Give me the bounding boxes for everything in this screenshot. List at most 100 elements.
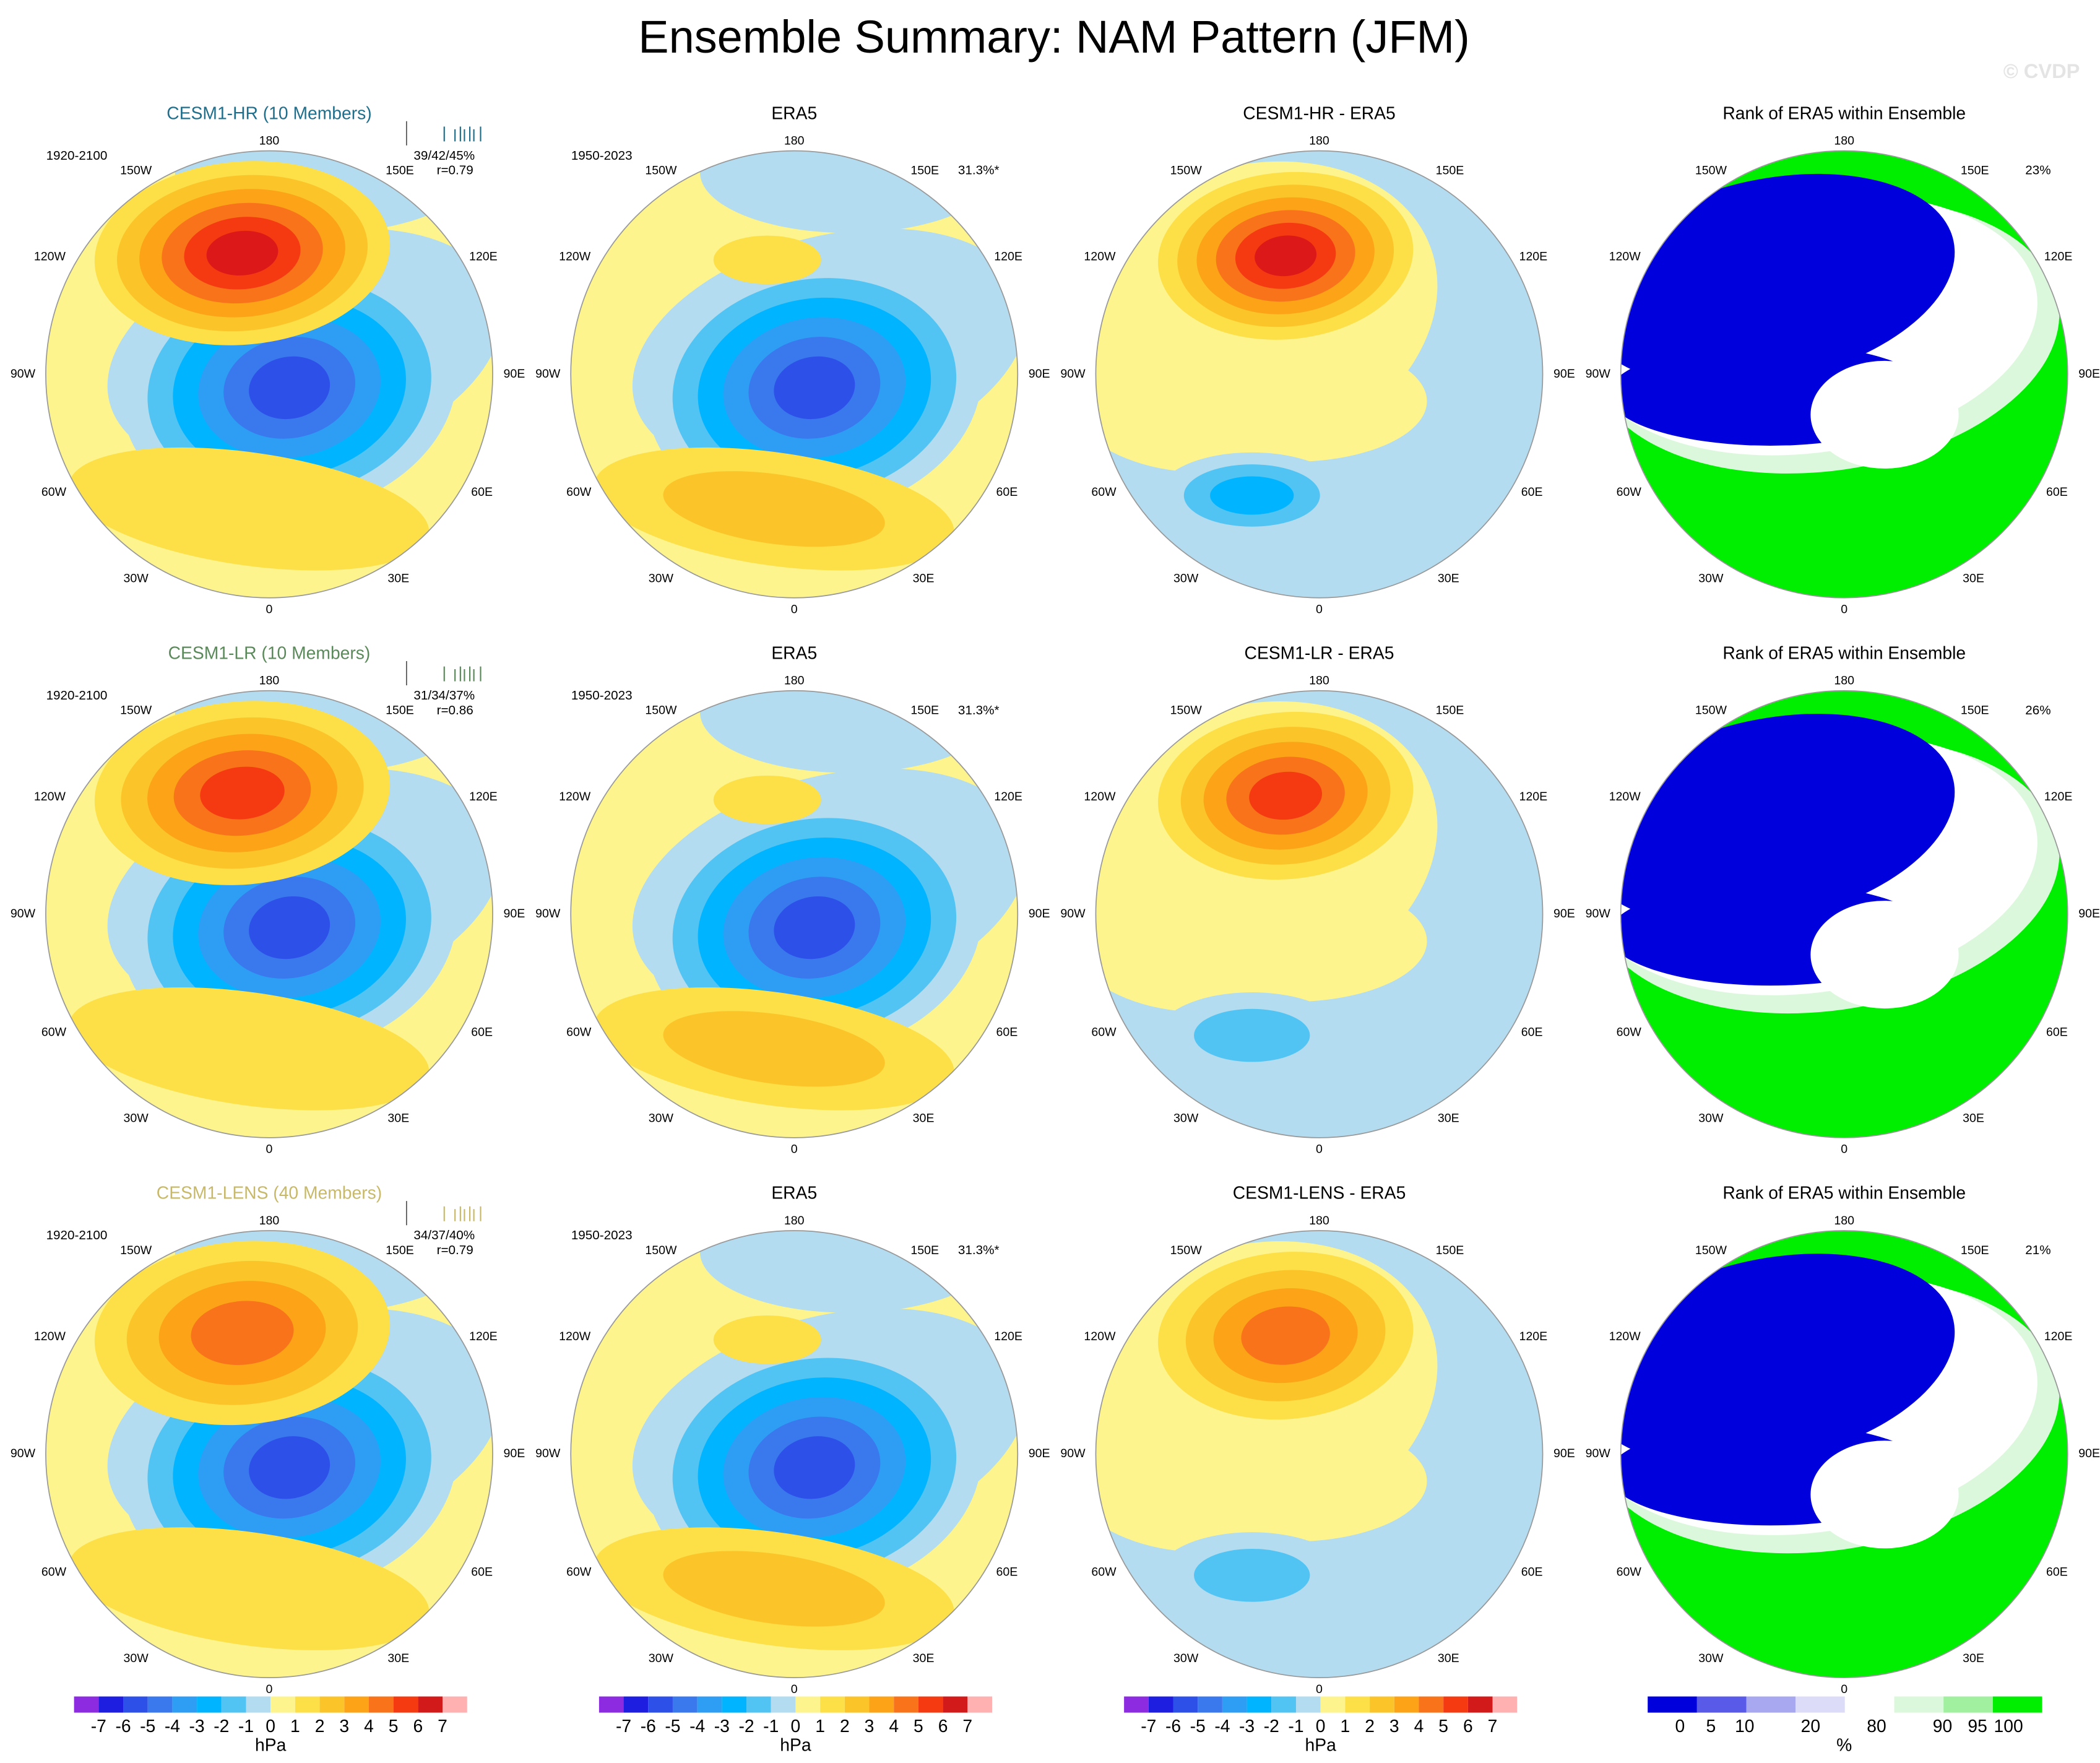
colorbar-box (1271, 1696, 1296, 1713)
map-outline (1095, 150, 1544, 599)
map (1095, 1230, 1543, 1678)
pattern-stats: 34/37/40% (413, 1228, 475, 1242)
longitude-label: 120E (469, 1330, 498, 1343)
longitude-label: 150E (1961, 1244, 1989, 1257)
longitude-label: 90W (1586, 1447, 1611, 1460)
colorbar-label: 2 (315, 1716, 325, 1736)
colorbar-label: 7 (1488, 1716, 1498, 1736)
longitude-label: 60E (996, 1025, 1018, 1039)
colorbar-label: 100 (1994, 1716, 2023, 1736)
longitude-label: 180 (1834, 674, 1854, 688)
variance-pct: 23% (2025, 163, 2050, 178)
colorbar-box (697, 1696, 722, 1713)
colorbar-box (74, 1696, 99, 1713)
colorbar-box (746, 1696, 771, 1713)
longitude-label: 90E (1029, 367, 1050, 381)
longitude-label: 90W (1060, 907, 1086, 920)
longitude-label: 150E (386, 1244, 414, 1257)
colorbar-label: -2 (738, 1716, 754, 1736)
longitude-label: 60W (41, 1025, 67, 1039)
longitude-label: 90W (535, 367, 561, 381)
longitude-label: 30E (913, 1652, 935, 1665)
colorbar-box (270, 1696, 295, 1713)
colorbar-label: -4 (1214, 1716, 1230, 1736)
longitude-label: 150W (645, 163, 677, 177)
colorbar-box (1198, 1696, 1222, 1713)
longitude-label: 0 (1316, 1143, 1323, 1156)
colorbar-label: -6 (641, 1716, 656, 1736)
colorbar-box (820, 1696, 845, 1713)
colorbar-label: -1 (763, 1716, 779, 1736)
longitude-label: 150E (386, 704, 414, 717)
longitude-label: 30W (1698, 571, 1724, 585)
longitude-label: 0 (266, 1683, 273, 1696)
colorbar-label: 0 (791, 1716, 801, 1736)
colorbar-label: 2 (1365, 1716, 1375, 1736)
longitude-label: 60W (1617, 485, 1642, 499)
colorbar-box (197, 1696, 222, 1713)
longitude-label: 90E (2078, 367, 2100, 381)
colorbar-box (295, 1696, 320, 1713)
panel-title: ERA5 (771, 1183, 817, 1203)
longitude-label: 120E (2044, 250, 2073, 264)
colorbar-label: 3 (339, 1716, 349, 1736)
contour-fill (700, 1230, 996, 1313)
longitude-label: 150W (120, 163, 152, 177)
colorbar-box (1173, 1696, 1198, 1713)
colorbar-box (1492, 1696, 1518, 1713)
longitude-label: 150E (1961, 704, 1989, 717)
longitude-label: 60W (41, 485, 67, 499)
longitude-label: 30W (649, 1112, 674, 1125)
watermark: © CVDP (2003, 59, 2080, 82)
colorbar-unit: hPa (1305, 1735, 1337, 1754)
longitude-label: 60E (996, 1566, 1018, 1579)
longitude-label: 30E (1963, 571, 1984, 585)
longitude-label: 150W (1695, 163, 1727, 177)
longitude-label: 90W (11, 907, 36, 920)
period: 1920-2100 (46, 688, 108, 703)
longitude-label: 30E (387, 571, 409, 585)
colorbar-label: -1 (238, 1716, 254, 1736)
colorbar-label: 10 (1735, 1716, 1754, 1736)
contour-fill (713, 775, 821, 825)
longitude-label: 150W (1695, 1244, 1727, 1257)
colorbar-unit: % (1836, 1735, 1852, 1754)
colorbar-box (844, 1696, 870, 1713)
colorbar-label: 6 (938, 1716, 948, 1736)
colorbar-label: -7 (1141, 1716, 1156, 1736)
contour-fill (1241, 1306, 1330, 1365)
colorbar-box (598, 1696, 624, 1713)
variance-pct: 31.3%* (958, 163, 1000, 178)
longitude-label: 120E (994, 790, 1022, 804)
colorbar-box (1844, 1696, 1895, 1713)
contour-fill (1157, 880, 1427, 1002)
longitude-label: 180 (1309, 674, 1329, 688)
colorbar-label: -3 (1239, 1716, 1255, 1736)
colorbar-box (1992, 1696, 2042, 1713)
longitude-label: 60E (471, 1025, 493, 1039)
longitude-label: 90E (1553, 1447, 1575, 1460)
colorbar-label: -2 (214, 1716, 229, 1736)
map (45, 1230, 493, 1678)
contour-fill (1255, 235, 1317, 277)
colorbar-label: 5 (1438, 1716, 1448, 1736)
longitude-label: 30E (387, 1112, 409, 1125)
longitude-label: 90E (503, 367, 525, 381)
longitude-label: 90E (2078, 907, 2100, 920)
map (571, 1230, 1018, 1678)
colorbar-label: 95 (1968, 1716, 1987, 1736)
colorbar-label: 6 (1463, 1716, 1473, 1736)
longitude-label: 150W (645, 704, 677, 717)
panel-title: CESM1-LR (10 Members) (168, 643, 371, 663)
panel-title: ERA5 (771, 103, 817, 123)
colorbar-label: 1 (290, 1716, 300, 1736)
longitude-label: 60W (566, 1025, 592, 1039)
longitude-label: 120W (1084, 250, 1116, 264)
longitude-label: 60W (41, 1566, 67, 1579)
longitude-label: 90W (535, 907, 561, 920)
colorbar-box (1295, 1696, 1321, 1713)
contour-fill (200, 766, 285, 820)
colorbar-label: 1 (1341, 1716, 1350, 1736)
longitude-label: 60E (2046, 485, 2068, 499)
colorbar-box (623, 1696, 649, 1713)
